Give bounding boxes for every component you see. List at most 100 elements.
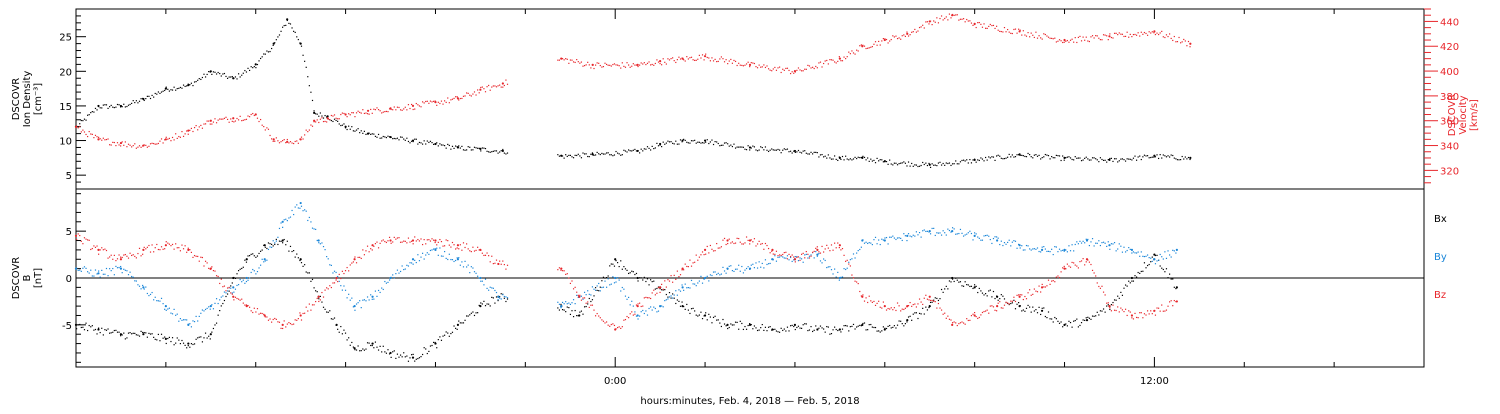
data-point-density bbox=[709, 141, 711, 143]
data-point-density bbox=[643, 148, 645, 150]
data-point-Bx bbox=[613, 265, 616, 267]
data-point-By bbox=[636, 314, 639, 317]
data-point-By bbox=[475, 272, 477, 274]
data-point-velocity bbox=[837, 60, 839, 62]
data-point-By bbox=[1140, 251, 1142, 253]
data-point-Bx bbox=[563, 309, 565, 311]
data-point-Bx bbox=[566, 306, 568, 308]
data-point-Bz bbox=[124, 253, 126, 256]
data-point-Bz bbox=[283, 320, 285, 322]
data-point-Bz bbox=[286, 323, 288, 325]
data-point-density bbox=[250, 66, 252, 68]
data-point-Bz bbox=[887, 307, 889, 310]
data-point-Bx bbox=[85, 322, 87, 324]
data-point-density bbox=[135, 100, 137, 102]
data-point-density bbox=[208, 71, 210, 73]
data-point-By bbox=[266, 259, 268, 261]
data-point-By bbox=[333, 270, 336, 272]
data-point-velocity bbox=[140, 146, 142, 148]
data-point-density bbox=[662, 141, 664, 143]
data-point-Bz bbox=[1162, 310, 1164, 312]
data-point-Bx bbox=[1175, 287, 1177, 290]
data-point-velocity bbox=[439, 102, 441, 105]
data-point-Bz bbox=[118, 254, 120, 256]
data-point-Bx bbox=[634, 273, 636, 276]
data-point-density bbox=[829, 157, 831, 159]
data-point-density bbox=[846, 158, 848, 160]
data-point-Bx bbox=[983, 294, 985, 296]
data-point-velocity bbox=[807, 64, 809, 67]
data-point-density bbox=[772, 149, 774, 151]
data-point-Bz bbox=[632, 314, 634, 316]
data-point-velocity bbox=[598, 62, 600, 64]
data-point-By bbox=[841, 276, 844, 278]
data-point-Bz bbox=[326, 287, 328, 289]
data-point-By bbox=[1156, 260, 1158, 262]
data-point-By bbox=[599, 290, 601, 292]
data-point-By bbox=[758, 261, 760, 263]
data-point-Bx bbox=[783, 328, 785, 330]
data-point-velocity bbox=[263, 125, 265, 128]
data-point-Bx bbox=[484, 305, 487, 307]
data-point-Bz bbox=[439, 238, 441, 241]
data-point-Bz bbox=[911, 305, 913, 307]
data-point-velocity bbox=[683, 59, 685, 61]
data-point-density bbox=[615, 150, 617, 153]
data-point-velocity bbox=[337, 118, 339, 120]
data-point-Bz bbox=[668, 280, 671, 282]
data-point-velocity bbox=[662, 58, 664, 60]
data-point-density bbox=[874, 162, 877, 164]
data-point-Bz bbox=[1029, 289, 1031, 291]
data-point-Bz bbox=[102, 249, 104, 251]
data-point-Bz bbox=[774, 253, 776, 255]
data-point-Bx bbox=[440, 339, 443, 341]
y-axis-title-velocity-line: Velocity bbox=[1458, 95, 1469, 134]
data-point-Bx bbox=[1069, 321, 1072, 324]
data-point-density bbox=[700, 142, 702, 144]
data-point-velocity bbox=[77, 127, 79, 129]
data-point-velocity bbox=[572, 61, 575, 63]
data-point-density bbox=[911, 162, 913, 165]
data-point-By bbox=[230, 287, 232, 289]
data-point-Bx bbox=[895, 327, 897, 329]
data-point-velocity bbox=[272, 140, 274, 142]
data-point-velocity bbox=[766, 65, 768, 67]
data-point-Bx bbox=[925, 306, 927, 308]
data-point-velocity bbox=[727, 63, 729, 65]
data-point-velocity bbox=[428, 102, 430, 104]
data-point-By bbox=[799, 257, 801, 259]
data-point-By bbox=[942, 230, 944, 232]
data-point-Bx bbox=[720, 325, 722, 328]
data-point-Bx bbox=[760, 327, 762, 329]
data-point-Bz bbox=[771, 248, 774, 251]
data-point-velocity bbox=[911, 31, 913, 33]
data-point-velocity bbox=[403, 108, 405, 110]
data-point-Bx bbox=[665, 293, 667, 296]
data-point-velocity bbox=[245, 118, 248, 120]
data-point-Bx bbox=[942, 291, 944, 293]
data-point-density bbox=[1021, 154, 1023, 156]
data-point-By bbox=[632, 305, 634, 307]
data-point-Bx bbox=[687, 309, 689, 311]
data-point-velocity bbox=[123, 144, 125, 146]
data-point-density bbox=[1184, 156, 1186, 158]
data-point-Bz bbox=[610, 323, 612, 326]
data-point-Bx bbox=[319, 295, 321, 298]
data-point-By bbox=[467, 264, 469, 266]
data-point-By bbox=[448, 253, 450, 255]
data-point-Bx bbox=[1003, 298, 1006, 300]
data-point-density bbox=[182, 84, 185, 86]
data-point-Bz bbox=[879, 306, 881, 308]
data-point-density bbox=[884, 160, 886, 162]
data-point-Bx bbox=[829, 333, 831, 335]
data-point-By bbox=[164, 305, 167, 308]
data-point-By bbox=[178, 320, 180, 322]
data-point-velocity bbox=[841, 60, 844, 62]
data-point-Bx bbox=[852, 323, 855, 326]
data-point-velocity bbox=[926, 21, 929, 23]
data-point-Bz bbox=[885, 309, 888, 311]
data-point-density bbox=[282, 26, 284, 28]
data-point-density bbox=[925, 162, 927, 164]
data-point-velocity bbox=[293, 142, 295, 145]
data-point-Bz bbox=[502, 260, 504, 262]
